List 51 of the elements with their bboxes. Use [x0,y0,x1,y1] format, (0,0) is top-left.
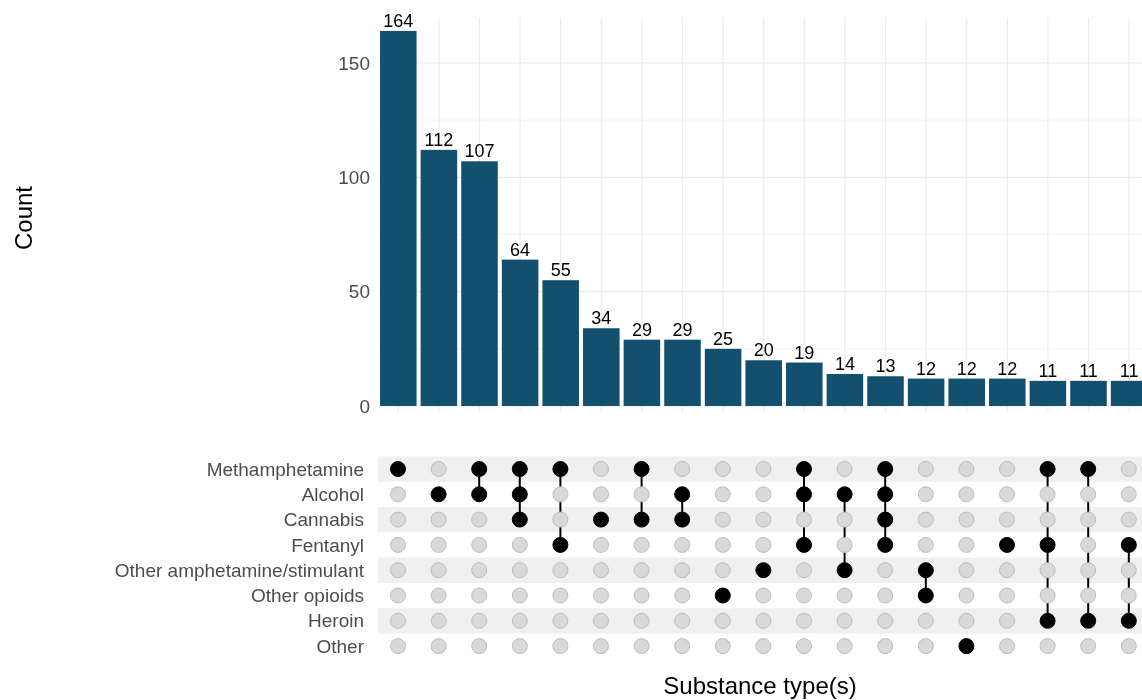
data-label: 11 [1119,360,1139,381]
bar [1070,380,1107,406]
data-label: 25 [713,328,734,349]
data-label: 12 [997,358,1018,379]
y-tick-label: 100 [338,166,370,188]
category-label: Alcohol [301,483,364,505]
data-label: 34 [591,308,612,329]
data-label: 107 [464,141,495,162]
y-tick-label: 0 [359,395,370,417]
category-label: Other amphetamine/stimulant [114,559,364,581]
data-label: 12 [956,358,977,379]
bar [907,378,945,406]
bar [461,161,498,406]
bar [989,378,1026,406]
data-label: 29 [631,319,652,340]
bar [501,259,539,406]
bar [542,280,579,406]
category-label: Methamphetamine [206,458,364,480]
category-label: Other opioids [250,585,364,607]
data-label: 29 [672,319,693,340]
data-label: 55 [550,260,571,281]
data-label: 11 [1038,360,1058,381]
bar [704,348,742,406]
data-label: 64 [510,239,531,260]
bar [745,360,782,406]
data-label: 13 [875,356,896,377]
bar [583,328,620,406]
category-label: Cannabis [283,509,364,531]
y-tick-label: 150 [338,52,370,74]
category-label: Heroin [308,610,364,632]
bar [786,362,823,406]
bar [826,373,864,406]
category-label: Fentanyl [291,534,364,556]
y-axis-title: Count [10,185,37,251]
category-label: Other [316,635,364,657]
y-tick-label: 50 [348,281,370,303]
bar [380,30,417,406]
data-label: 112 [424,129,454,150]
bar [1029,380,1067,406]
data-label: 14 [834,353,855,374]
bar [867,376,904,406]
data-label: 19 [794,342,815,363]
bar [420,149,458,406]
data-label: 11 [1079,360,1098,381]
bar [948,378,985,406]
bar [623,339,661,406]
data-label: 12 [916,358,937,379]
bar [664,339,701,406]
text: Substance type(s) [663,672,857,699]
data-label: 20 [753,340,774,361]
data-label: 164 [383,10,414,31]
